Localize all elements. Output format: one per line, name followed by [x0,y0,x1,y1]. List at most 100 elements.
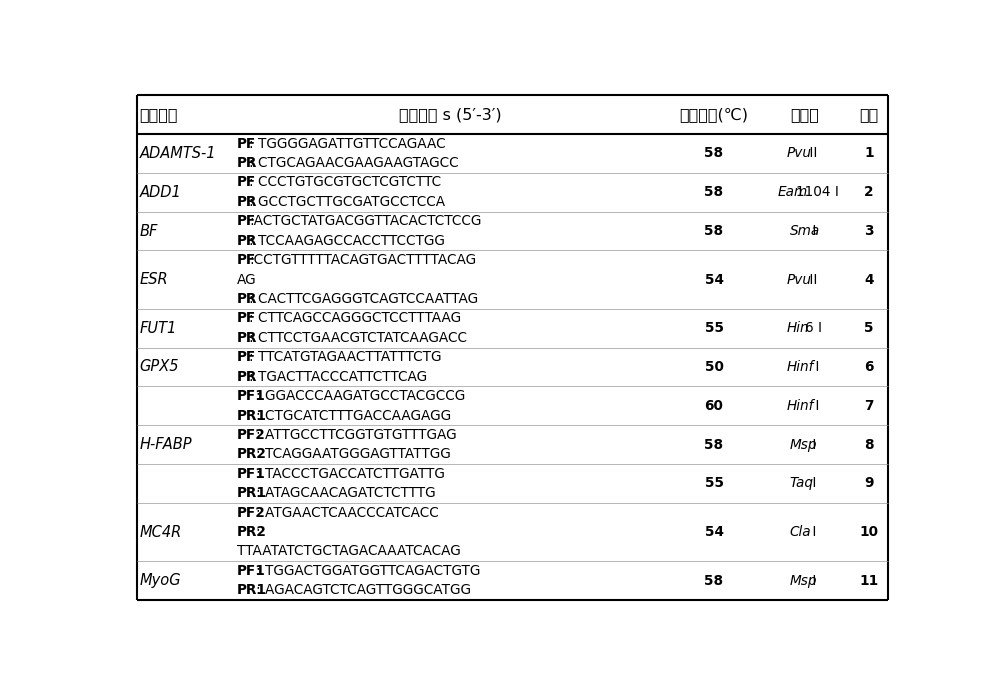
Text: : TTCATGTAGAACTTATTTCTG: : TTCATGTAGAACTTATTTCTG [249,350,442,364]
Text: I: I [808,574,816,587]
Text: II: II [805,146,817,161]
Text: 2: 2 [864,185,874,199]
Text: : ATGAACTCAACCCATCACC: : ATGAACTCAACCCATCACC [256,505,439,520]
Text: PF: PF [237,176,256,189]
Text: PR2: PR2 [237,447,266,461]
Text: PR1: PR1 [237,486,267,500]
Text: 11: 11 [859,574,879,587]
Text: : CTGCAGAACGAAGAAGTAGCC: : CTGCAGAACGAAGAAGTAGCC [249,156,459,170]
Text: 60: 60 [705,399,723,413]
Text: PF1: PF1 [237,466,265,481]
Text: 9: 9 [864,477,874,490]
Text: PR1: PR1 [237,408,267,423]
Text: : GCCTGCTTGCGATGCCTCCA: : GCCTGCTTGCGATGCCTCCA [249,195,446,209]
Text: : AGACAGTCTCAGTTGGGCATGG: : AGACAGTCTCAGTTGGGCATGG [256,583,471,597]
Text: Msp: Msp [790,438,817,451]
Text: 55: 55 [704,477,724,490]
Text: Hinf: Hinf [787,399,814,413]
Text: PR: PR [237,195,257,209]
Text: :ACTGCTATGACGGTTACACTCTCCG: :ACTGCTATGACGGTTACACTCTCCG [249,214,482,228]
Text: PF2: PF2 [237,505,265,520]
Text: Sma: Sma [790,224,820,238]
Text: 54: 54 [704,273,724,287]
Text: ESR: ESR [140,272,168,287]
Text: Hin: Hin [787,321,809,335]
Text: : CTTCCTGAACGTCTATCAAGACC: : CTTCCTGAACGTCTATCAAGACC [249,331,467,345]
Text: PF: PF [237,137,256,151]
Text: I: I [808,438,816,451]
Text: Hinf: Hinf [787,360,814,374]
Text: : ATAGCAACAGATCTCTTTG: : ATAGCAACAGATCTCTTTG [256,486,435,500]
Text: Cla: Cla [790,525,811,539]
Text: 10: 10 [860,525,879,539]
Text: Taq: Taq [790,477,814,490]
Text: 位点: 位点 [859,107,879,122]
Text: 50: 50 [705,360,723,374]
Text: 58: 58 [704,224,724,238]
Text: : TGGGGAGATTGTTCCAGAAC: : TGGGGAGATTGTTCCAGAAC [249,137,446,151]
Text: : TGACTTACCCATTCTTCAG: : TGACTTACCCATTCTTCAG [249,370,428,384]
Text: MyoG: MyoG [140,573,181,588]
Text: 58: 58 [704,438,724,451]
Text: ADD1: ADD1 [140,184,181,199]
Text: PR: PR [237,292,257,306]
Text: 7: 7 [864,399,874,413]
Text: AG: AG [237,273,256,287]
Text: 1104 I: 1104 I [796,185,839,199]
Text: : ATTGCCTTCGGTGTGTTTGAG: : ATTGCCTTCGGTGTGTTTGAG [256,428,456,442]
Text: 5: 5 [864,321,874,335]
Text: 基因名称: 基因名称 [140,107,178,122]
Text: 58: 58 [704,185,724,199]
Text: PF1: PF1 [237,564,265,578]
Text: 3: 3 [864,224,874,238]
Text: 54: 54 [704,525,724,539]
Text: 6 I: 6 I [805,321,822,335]
Text: PF: PF [237,253,256,267]
Text: : GGACCCAAGATGCCTACGCCG: : GGACCCAAGATGCCTACGCCG [256,389,465,403]
Text: :CCTGTTTTTACAGTGACTTTTACAG: :CCTGTTTTTACAGTGACTTTTACAG [249,253,477,267]
Text: 55: 55 [704,321,724,335]
Text: ADAMTS-1: ADAMTS-1 [140,146,216,161]
Text: : CTGCATCTTTGACCAAGAGG: : CTGCATCTTTGACCAAGAGG [256,408,451,423]
Text: I: I [808,224,816,238]
Text: Pvu: Pvu [787,146,812,161]
Text: 58: 58 [704,574,724,587]
Text: 4: 4 [864,273,874,287]
Text: FUT1: FUT1 [140,320,177,335]
Text: PR: PR [237,331,257,345]
Text: 1: 1 [864,146,874,161]
Text: PR2: PR2 [237,525,266,539]
Text: PF: PF [237,350,256,364]
Text: H-FABP: H-FABP [140,437,192,452]
Text: PF1: PF1 [237,389,265,403]
Text: Eam: Eam [778,185,808,199]
Text: MC4R: MC4R [140,525,182,540]
Text: 内切酶: 内切酶 [791,107,820,122]
Text: 58: 58 [704,146,724,161]
Text: TTAATATCTGCTAGACAAATCACAG: TTAATATCTGCTAGACAAATCACAG [237,544,460,559]
Text: GPX5: GPX5 [140,359,179,374]
Text: 引物序列 s (5′-3′): 引物序列 s (5′-3′) [399,107,502,122]
Text: : CACTTCGAGGGTCAGTCCAATTAG: : CACTTCGAGGGTCAGTCCAATTAG [249,292,479,306]
Text: : TCAGGAATGGGAGTTATTGG: : TCAGGAATGGGAGTTATTGG [256,447,451,461]
Text: : TCCAAGAGCCACCTTCCTGG: : TCCAAGAGCCACCTTCCTGG [249,234,445,248]
Text: I: I [811,399,820,413]
Text: I: I [811,360,820,374]
Text: : CTTCAGCCAGGGCTCCTTTAAG: : CTTCAGCCAGGGCTCCTTTAAG [249,311,462,325]
Text: PR1: PR1 [237,583,267,597]
Text: I: I [808,477,816,490]
Text: 退火温度(℃): 退火温度(℃) [680,107,748,122]
Text: PR: PR [237,370,257,384]
Text: II: II [805,273,817,287]
Text: PF: PF [237,214,256,228]
Text: : TACCCTGACCATCTTGATTG: : TACCCTGACCATCTTGATTG [256,466,445,481]
Text: PR: PR [237,156,257,170]
Text: BF: BF [140,223,158,238]
Text: Msp: Msp [790,574,817,587]
Text: I: I [808,525,816,539]
Text: Pvu: Pvu [787,273,812,287]
Text: : TGGACTGGATGGTTCAGACTGTG: : TGGACTGGATGGTTCAGACTGTG [256,564,480,578]
Text: 6: 6 [864,360,874,374]
Text: :: : [256,525,260,539]
Text: PF: PF [237,311,256,325]
